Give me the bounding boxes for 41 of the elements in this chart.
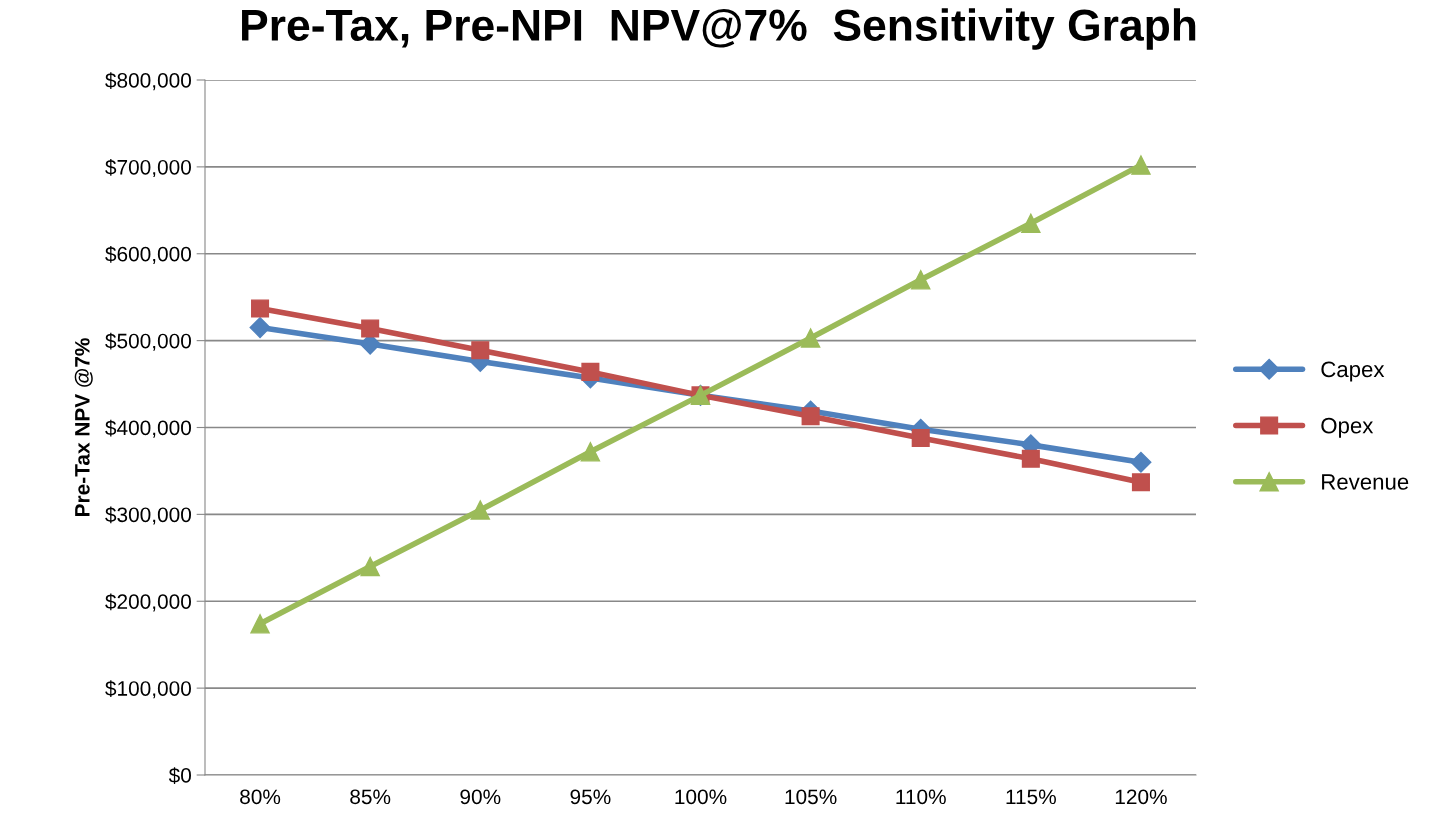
point — [250, 614, 270, 634]
y-tick-label: $600,000 — [105, 245, 191, 264]
point — [251, 299, 270, 318]
y-tick-label: $200,000 — [105, 593, 191, 612]
y-tick-label: $800,000 — [105, 72, 191, 91]
point — [800, 328, 821, 348]
legend-label: Revenue — [1322, 474, 1409, 490]
point — [360, 556, 380, 577]
x-tick-label: 90% — [460, 789, 501, 805]
y-axis-title: Pre-Tax NPV @7% — [74, 338, 93, 516]
point — [911, 428, 930, 447]
x-tick-label: 95% — [570, 789, 611, 805]
point — [910, 270, 931, 290]
point — [1021, 449, 1040, 468]
point — [581, 362, 600, 381]
point — [249, 317, 271, 339]
point — [1130, 451, 1152, 473]
x-tick-label: 110% — [896, 789, 946, 805]
y-tick-label: $100,000 — [105, 680, 191, 699]
point — [471, 341, 490, 360]
point — [580, 442, 601, 462]
legend-label: Opex — [1321, 417, 1374, 438]
legend-label: Capex — [1321, 361, 1385, 382]
x-tick-label: 105% — [785, 789, 837, 805]
point — [1021, 213, 1041, 234]
point — [361, 319, 380, 338]
y-tick-label: $700,000 — [105, 159, 191, 178]
x-tick-label: 115% — [1006, 789, 1056, 805]
point — [1131, 473, 1150, 492]
x-tick-label: 80% — [240, 789, 281, 805]
y-tick-label: $0 — [168, 767, 191, 784]
point — [1131, 155, 1151, 175]
y-tick-label: $500,000 — [105, 332, 191, 351]
y-tick-label: $400,000 — [105, 419, 191, 438]
point — [801, 407, 820, 426]
x-tick-label: 100% — [675, 789, 727, 805]
point — [470, 500, 491, 520]
y-tick-label: $300,000 — [105, 506, 191, 525]
x-tick-label: 85% — [350, 789, 391, 805]
x-tick-label: 120% — [1115, 789, 1167, 805]
chart-title: Pre-Tax, Pre-NPI NPV@7% Sensitivity Graph — [242, 8, 1196, 50]
